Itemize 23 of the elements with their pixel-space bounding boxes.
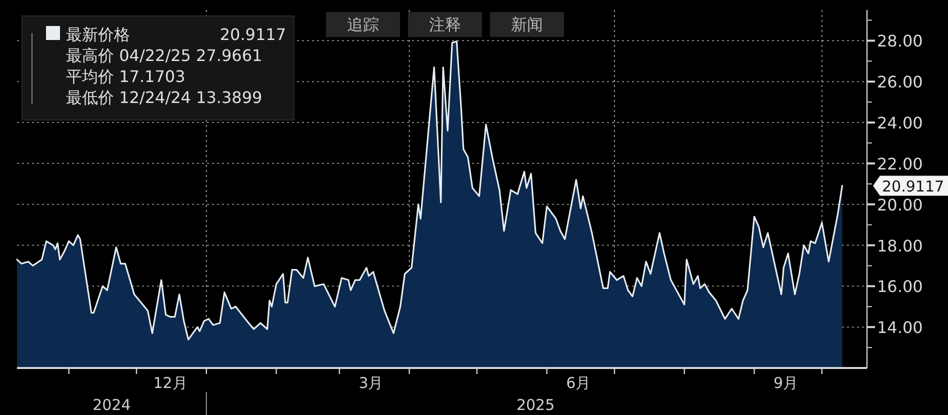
y-tick-label: 28.00 <box>877 32 923 51</box>
x-tick-label: 6月 <box>566 374 591 392</box>
annotation: 最低价 12/24/24 13.3899 <box>66 88 262 107</box>
annotation: 平均价 17.1703 <box>66 67 186 86</box>
y-tick-label: 26.00 <box>877 72 923 92</box>
y-tick-label: 16.00 <box>877 277 923 296</box>
annotation: 新闻 <box>511 15 543 34</box>
annotation: 注释 <box>429 15 461 34</box>
y-tick-label: 22.00 <box>877 154 923 174</box>
legend-label: 最新价格 <box>66 25 130 44</box>
x-tick-label: 3月 <box>358 374 384 392</box>
annotation: 追踪 <box>347 15 379 34</box>
y-tick-label: 18.00 <box>877 236 923 256</box>
y-tick-label: 20.00 <box>877 195 923 214</box>
annotation: 20.9117 <box>220 25 286 44</box>
x2-tick-label: 2024 <box>92 396 131 414</box>
annotation: 20.9117 <box>882 178 944 196</box>
y-tick-label: 24.00 <box>877 114 923 133</box>
annotation: 最高价 04/22/25 27.9661 <box>66 46 262 65</box>
x-tick-label: 12月 <box>153 374 188 392</box>
x2-tick-label: 2025 <box>516 396 555 414</box>
x-tick-label: 9月 <box>774 374 798 392</box>
y-tick-label: 14.00 <box>877 318 923 338</box>
